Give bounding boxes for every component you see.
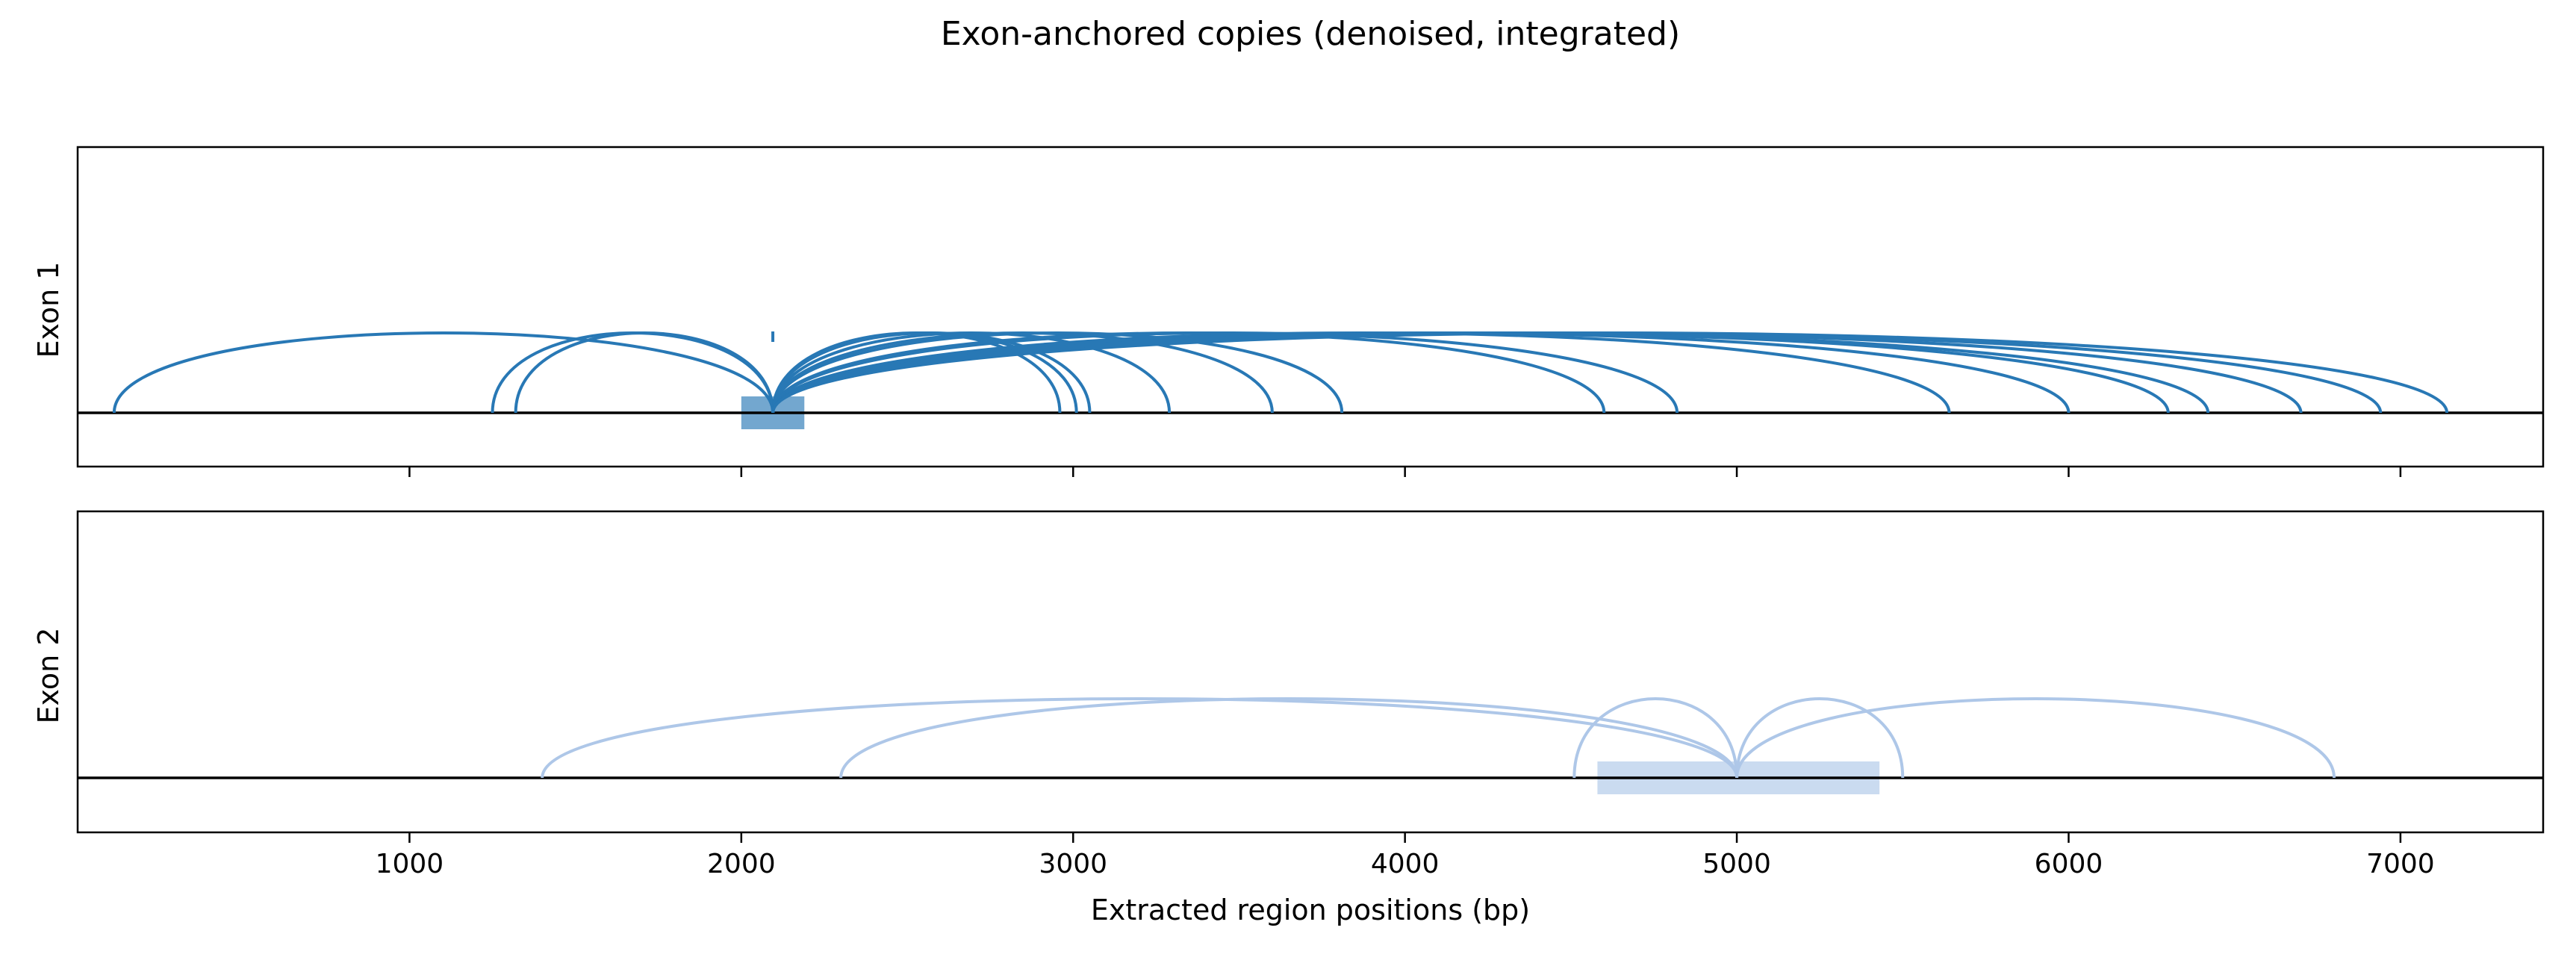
x-axis-label: Extracted region positions (bp) xyxy=(1091,894,1530,926)
x-tick-label: 6000 xyxy=(2035,849,2103,879)
exon-1-arc xyxy=(771,331,1344,414)
exon-1-arc xyxy=(771,331,1679,414)
exon-2-arc xyxy=(839,697,1739,779)
exon-1-marks xyxy=(78,331,2543,429)
x-tick-label: 4000 xyxy=(1371,849,1440,879)
exon-1-ticks xyxy=(408,467,2402,477)
exon-2-ticks xyxy=(408,832,2402,843)
exon-1-panel-frame xyxy=(76,146,2545,468)
exon-2-arc xyxy=(1735,697,2336,779)
exon-1-arc xyxy=(514,331,775,414)
exon-2-arc xyxy=(1735,697,1905,779)
exon-1-y-label: Exon 1 xyxy=(32,262,65,358)
x-tick-label: 1000 xyxy=(376,849,444,879)
exon-2-marks xyxy=(78,697,2543,794)
exon-2-panel-frame xyxy=(76,510,2545,834)
x-tick-label: 5000 xyxy=(1702,849,1771,879)
exon-2-arc xyxy=(541,697,1739,779)
exon-2-arc xyxy=(1572,697,1739,779)
exon-2-panel: Exon 2 1000 2000 3000 4000 5000 6000 7000 xyxy=(32,510,2545,879)
exon-1-arc xyxy=(771,331,2449,414)
chart-title: Exon-anchored copies (denoised, integrat… xyxy=(941,15,1680,53)
x-tick-labels: 1000 2000 3000 4000 5000 6000 7000 xyxy=(376,849,2435,879)
exon-1-arc xyxy=(112,331,775,414)
x-tick-label: 2000 xyxy=(707,849,776,879)
x-tick-label: 7000 xyxy=(2366,849,2435,879)
exon-1-panel: Exon 1 xyxy=(32,146,2545,477)
exon-2-y-label: Exon 2 xyxy=(32,628,65,724)
x-tick-label: 3000 xyxy=(1039,849,1107,879)
